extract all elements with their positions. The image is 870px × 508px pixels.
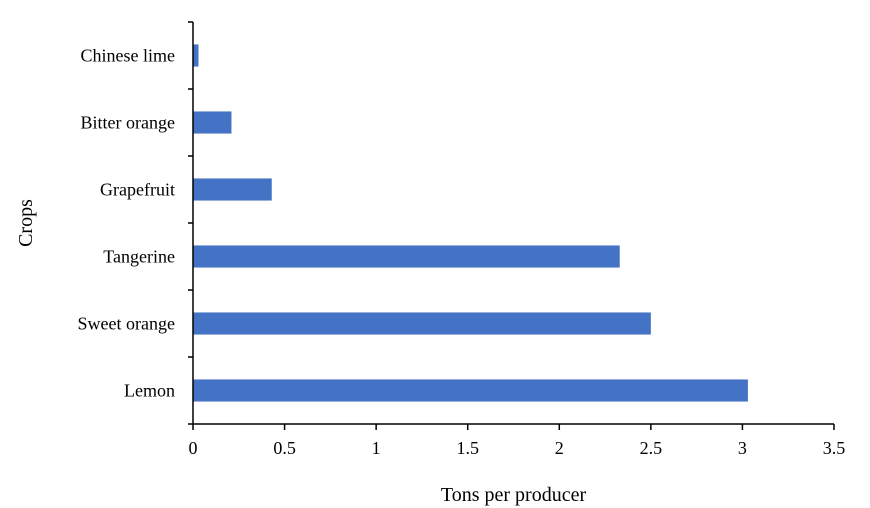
bars-group xyxy=(193,44,748,402)
x-tick-label: 0 xyxy=(189,438,198,458)
bar-grapefruit xyxy=(193,178,272,201)
bar-sweet-orange xyxy=(193,312,651,335)
category-label: Bitter orange xyxy=(81,113,175,133)
x-tick-label: 0.5 xyxy=(273,438,296,458)
bar-chinese-lime xyxy=(193,44,199,67)
y-axis-title: Crops xyxy=(15,199,37,247)
y-ticks-group xyxy=(188,21,193,425)
x-tick-label: 1.5 xyxy=(456,438,479,458)
category-label: Chinese lime xyxy=(81,46,175,66)
category-label: Tangerine xyxy=(103,247,175,267)
bar-lemon xyxy=(193,379,748,402)
bar-bitter-orange xyxy=(193,111,232,134)
x-tick-labels-group: 0 0.5 1 1.5 2 2.5 3 3.5 xyxy=(189,438,846,458)
x-tick-label: 2 xyxy=(555,438,564,458)
x-tick-label: 3.5 xyxy=(823,438,846,458)
x-tick-label: 3 xyxy=(738,438,747,458)
category-label: Sweet orange xyxy=(78,314,175,334)
category-label: Grapefruit xyxy=(100,180,175,200)
category-labels-group: Lemon Sweet orange Tangerine Grapefruit Bitt… xyxy=(78,46,175,401)
x-tick-label: 2.5 xyxy=(640,438,663,458)
category-label: Lemon xyxy=(124,381,175,401)
x-ticks-group xyxy=(192,424,835,430)
x-axis-title: Tons per producer xyxy=(441,484,587,506)
bar-tangerine xyxy=(193,245,620,268)
x-tick-label: 1 xyxy=(372,438,381,458)
